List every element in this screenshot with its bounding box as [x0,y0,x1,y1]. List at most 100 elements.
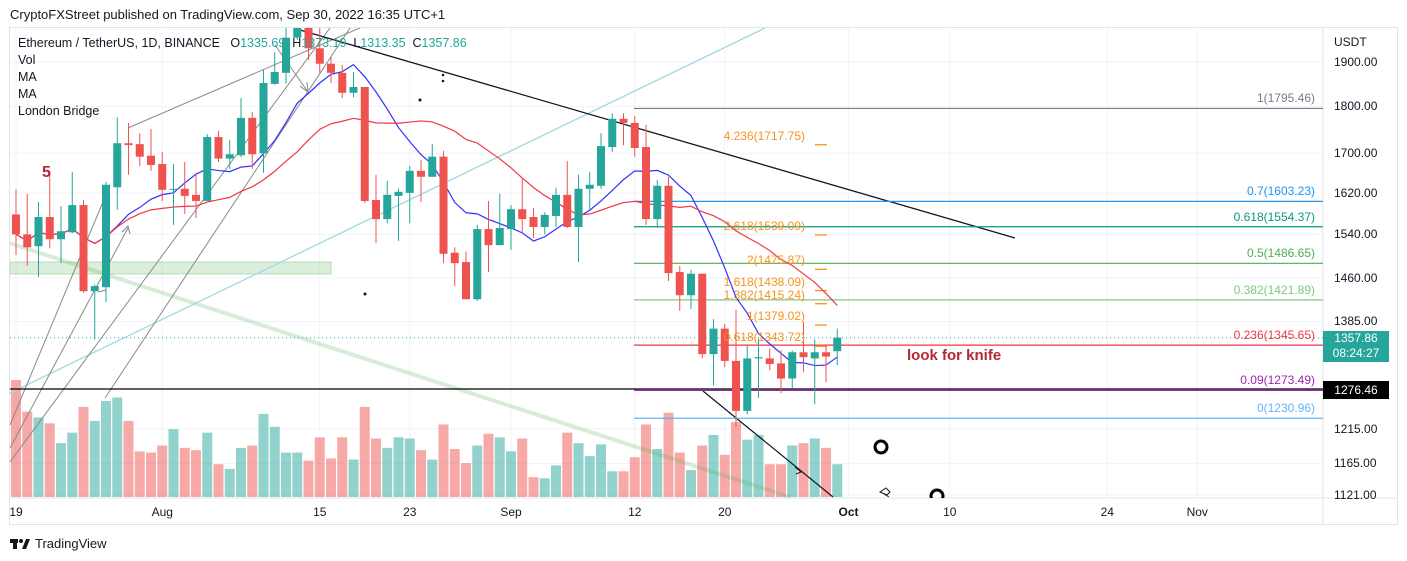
volume-bar [269,426,280,497]
volume-bar [179,447,190,497]
volume-bar [674,452,685,497]
candle [225,139,234,169]
volume-bar [393,437,404,497]
candle [664,176,673,281]
candle-body [113,143,122,188]
candle-body [540,214,549,227]
arrowhead-icon [121,225,131,235]
candle-body [34,217,43,247]
candle [338,65,347,99]
circle-marker[interactable] [929,488,945,502]
symbol-legend[interactable]: Ethereum / TetherUS, 1D, BINANCE O1335.6… [18,36,467,50]
price-tick-label: 1385.00 [1334,314,1378,329]
volume-bar [607,471,618,497]
candle [158,151,167,201]
price-tick-label: 1800.00 [1334,99,1378,114]
volume-bar [258,413,269,497]
candle [810,339,819,405]
time-tick-label: 12 [628,505,642,519]
high-label: H [292,36,302,50]
gray-arrow[interactable] [274,44,309,93]
candle [169,163,178,225]
candle-body [698,273,707,355]
support-zone[interactable] [10,261,332,275]
candle-body [169,188,178,190]
volume-bar [776,464,786,497]
volume-bar [281,452,291,497]
candle [720,323,729,368]
volume-bar [551,465,561,497]
indicator-ma-1[interactable]: MA [18,70,37,84]
candle-body [754,357,763,359]
candle-body [788,352,797,379]
gray-ray[interactable] [10,184,111,426]
circle-marker[interactable] [873,439,889,455]
gray-ray[interactable] [10,28,331,463]
volume-bar [697,445,708,497]
candle-body [327,63,335,73]
candle-body [102,184,110,288]
dot-marker [363,292,367,296]
candle [12,189,20,255]
wave-label[interactable]: 5 [42,164,51,181]
time-tick-label: 15 [313,505,327,519]
candle-body [585,184,594,189]
currency-label[interactable]: USDT [1334,35,1367,49]
low-value: 1313.35 [360,36,406,50]
descending-trendline[interactable] [299,29,1016,239]
volume-bar [78,406,89,497]
indicator-london-bridge[interactable]: London Bridge [18,104,100,118]
candle [765,348,774,371]
candle [439,150,448,264]
green-trendline[interactable] [0,240,791,498]
volume-bar [157,445,168,497]
candle-body [777,363,785,379]
candle [518,178,527,233]
candle [315,28,324,73]
candle [45,173,54,249]
descending-arrow-line[interactable] [702,390,834,498]
candle [405,165,414,224]
candle [799,322,808,373]
time-tick-label: 10 [943,505,957,519]
volume-bar [33,417,44,497]
fib-extension[interactable] [815,144,827,347]
candle [360,86,369,204]
candle [293,28,302,40]
volume-bar [731,422,741,497]
candle-body [709,328,718,355]
candle [417,160,425,203]
fib-retracement[interactable] [634,107,1323,419]
fib-level-label: 0.236(1345.65) [1233,328,1315,343]
candle [563,161,572,229]
candle-body [259,82,268,154]
chart-note[interactable]: look for knife [907,347,1002,364]
candle-body [124,143,133,146]
candle [180,162,189,214]
gray-ray[interactable] [104,28,351,399]
candle-body [765,358,774,365]
candle [507,205,515,251]
indicator-ma-2[interactable]: MA [18,87,37,101]
candle [777,350,785,394]
candle [462,251,470,300]
candle-body [214,137,223,159]
volume-bars [11,380,843,497]
tradingview-logo[interactable]: TradingView [10,536,107,551]
arrowhead-icon [97,289,107,293]
candle-body [720,328,729,361]
low-label: L [353,36,361,50]
indicator-vol[interactable]: Vol [18,53,36,67]
candle [822,345,830,383]
current-price-badge: 1357.86 08:24:27 [1323,331,1389,362]
price-tick-label: 1121.00 [1334,488,1377,503]
volume-bar [449,449,460,497]
candle-body [237,117,245,156]
volume-bar [112,397,123,497]
volume-bar [427,459,438,497]
gray-ray[interactable] [127,27,362,129]
candle [788,350,797,389]
candle-body [507,209,515,230]
extension-label: 0.618(1343.72) [723,330,805,345]
